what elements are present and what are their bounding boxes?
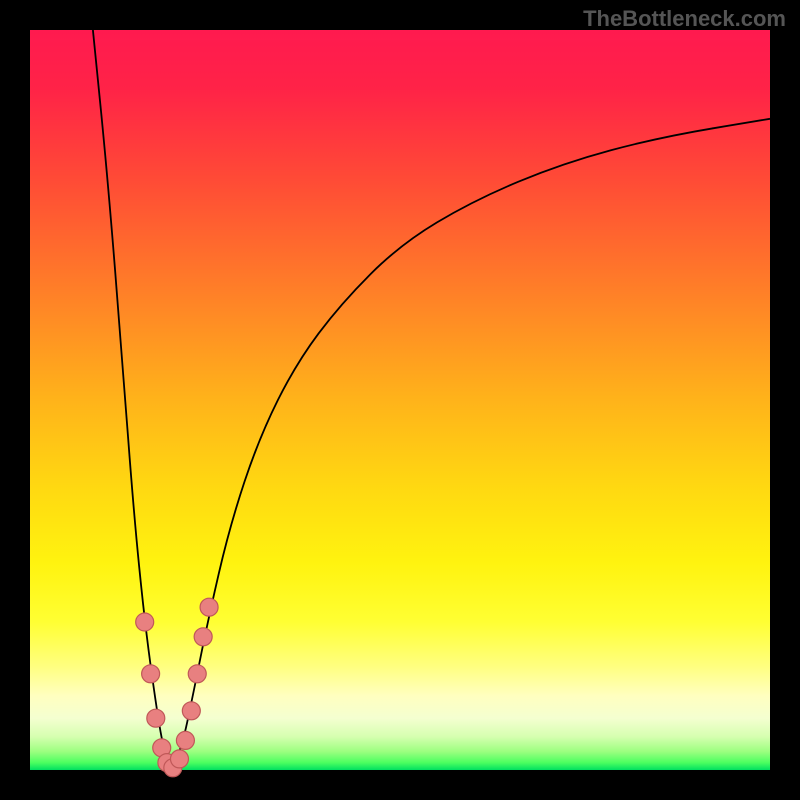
curve-marker — [182, 702, 200, 720]
plot-background — [30, 30, 770, 770]
curve-marker — [200, 598, 218, 616]
curve-marker — [176, 731, 194, 749]
curve-marker — [188, 665, 206, 683]
curve-marker — [136, 613, 154, 631]
bottleneck-chart — [0, 0, 800, 800]
curve-marker — [147, 709, 165, 727]
curve-marker — [194, 628, 212, 646]
chart-container: TheBottleneck.com — [0, 0, 800, 800]
curve-marker — [170, 750, 188, 768]
curve-marker — [142, 665, 160, 683]
